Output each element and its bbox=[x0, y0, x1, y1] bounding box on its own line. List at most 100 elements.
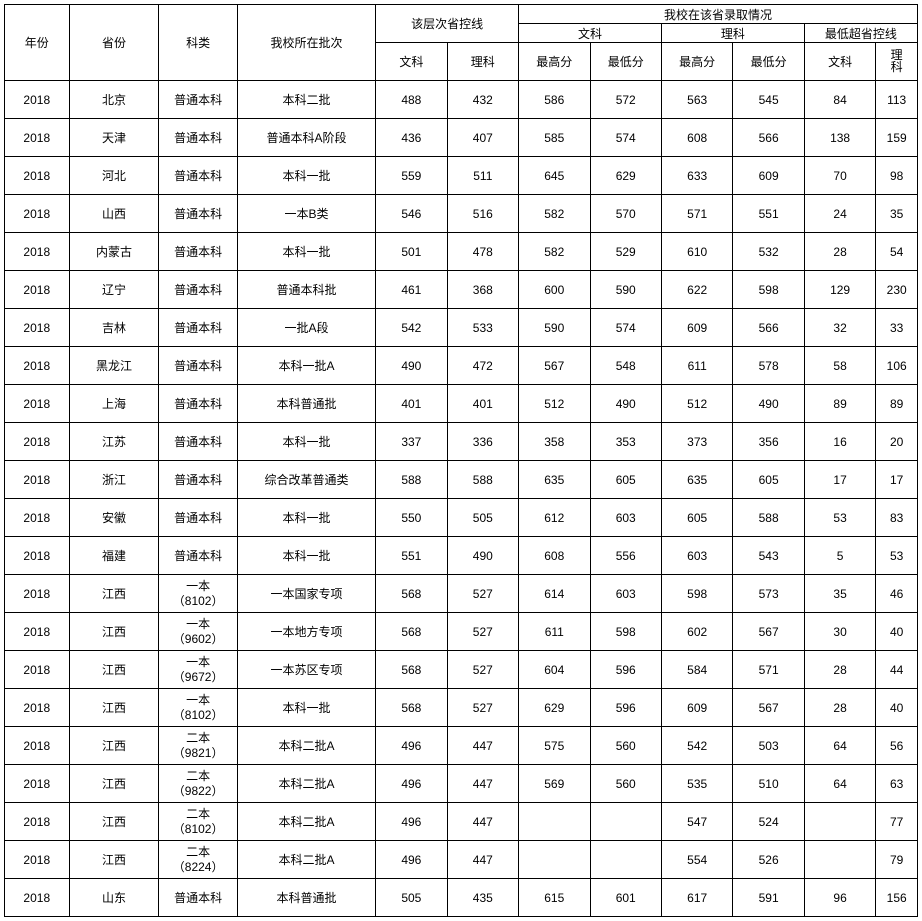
table-row: 2018江西二本 （8102）本科二批A49644754752477 bbox=[5, 803, 918, 841]
cell-prov: 北京 bbox=[69, 81, 159, 119]
cell-wl: 590 bbox=[590, 271, 661, 309]
table-row: 2018江西一本 （9672）一本苏区专项5685276045965845712… bbox=[5, 651, 918, 689]
cell-prov: 河北 bbox=[69, 157, 159, 195]
cell-ow: 53 bbox=[804, 499, 875, 537]
cell-wl: 598 bbox=[590, 613, 661, 651]
cell-wl: 548 bbox=[590, 347, 661, 385]
cell-ol: 35 bbox=[876, 195, 918, 233]
header-control-line: 该层次省控线 bbox=[376, 5, 519, 43]
cell-cw: 551 bbox=[376, 537, 447, 575]
cell-wh: 567 bbox=[519, 347, 590, 385]
cell-batch: 本科一批 bbox=[237, 689, 375, 727]
cell-wl: 490 bbox=[590, 385, 661, 423]
cell-lh: 512 bbox=[661, 385, 732, 423]
cell-prov: 内蒙古 bbox=[69, 233, 159, 271]
cell-batch: 一本B类 bbox=[237, 195, 375, 233]
cell-ol: 106 bbox=[876, 347, 918, 385]
cell-ow: 5 bbox=[804, 537, 875, 575]
cell-cl: 447 bbox=[447, 727, 518, 765]
table-row: 2018浙江普通本科综合改革普通类5885886356056356051717 bbox=[5, 461, 918, 499]
cell-cw: 401 bbox=[376, 385, 447, 423]
cell-wh: 629 bbox=[519, 689, 590, 727]
cell-wh: 645 bbox=[519, 157, 590, 195]
cell-cl: 368 bbox=[447, 271, 518, 309]
cell-cw: 496 bbox=[376, 765, 447, 803]
cell-ll: 566 bbox=[733, 119, 804, 157]
table-row: 2018黑龙江普通本科本科一批A49047256754861157858106 bbox=[5, 347, 918, 385]
cell-batch: 本科一批A bbox=[237, 347, 375, 385]
table-row: 2018河北普通本科本科一批5595116456296336097098 bbox=[5, 157, 918, 195]
cell-cw: 546 bbox=[376, 195, 447, 233]
cell-prov: 福建 bbox=[69, 537, 159, 575]
cell-prov: 江西 bbox=[69, 651, 159, 689]
cell-lh: 535 bbox=[661, 765, 732, 803]
cell-type: 普通本科 bbox=[159, 271, 237, 309]
cell-cw: 542 bbox=[376, 309, 447, 347]
cell-year: 2018 bbox=[5, 347, 70, 385]
cell-cl: 478 bbox=[447, 233, 518, 271]
cell-prov: 黑龙江 bbox=[69, 347, 159, 385]
cell-wl: 574 bbox=[590, 119, 661, 157]
cell-wl: 560 bbox=[590, 727, 661, 765]
cell-prov: 山东 bbox=[69, 879, 159, 917]
table-row: 2018安徽普通本科本科一批5505056126036055885383 bbox=[5, 499, 918, 537]
cell-ow: 35 bbox=[804, 575, 875, 613]
cell-type: 一本 （9602） bbox=[159, 613, 237, 651]
cell-prov: 江西 bbox=[69, 689, 159, 727]
cell-wh: 614 bbox=[519, 575, 590, 613]
cell-type: 普通本科 bbox=[159, 385, 237, 423]
cell-lh: 610 bbox=[661, 233, 732, 271]
cell-type: 普通本科 bbox=[159, 309, 237, 347]
header-wen-group: 文科 bbox=[519, 24, 662, 43]
cell-ow: 58 bbox=[804, 347, 875, 385]
cell-ol: 159 bbox=[876, 119, 918, 157]
cell-batch: 本科普通批 bbox=[237, 385, 375, 423]
cell-wh bbox=[519, 803, 590, 841]
cell-wl: 596 bbox=[590, 651, 661, 689]
cell-ol: 40 bbox=[876, 689, 918, 727]
cell-lh: 608 bbox=[661, 119, 732, 157]
cell-cl: 505 bbox=[447, 499, 518, 537]
header-control-li: 理科 bbox=[447, 43, 518, 81]
header-overline-group: 最低超省控线 bbox=[804, 24, 917, 43]
cell-prov: 吉林 bbox=[69, 309, 159, 347]
cell-lh: 602 bbox=[661, 613, 732, 651]
table-row: 2018山东普通本科本科普通批50543561560161759196156 bbox=[5, 879, 918, 917]
cell-lh: 609 bbox=[661, 309, 732, 347]
cell-ll: 609 bbox=[733, 157, 804, 195]
cell-type: 普通本科 bbox=[159, 423, 237, 461]
cell-ll: 571 bbox=[733, 651, 804, 689]
cell-ll: 510 bbox=[733, 765, 804, 803]
cell-year: 2018 bbox=[5, 803, 70, 841]
cell-year: 2018 bbox=[5, 461, 70, 499]
cell-year: 2018 bbox=[5, 385, 70, 423]
cell-ow: 32 bbox=[804, 309, 875, 347]
cell-ol: 54 bbox=[876, 233, 918, 271]
cell-ow: 129 bbox=[804, 271, 875, 309]
cell-ow: 64 bbox=[804, 765, 875, 803]
cell-ol: 46 bbox=[876, 575, 918, 613]
cell-cl: 511 bbox=[447, 157, 518, 195]
table-row: 2018山西普通本科一本B类5465165825705715512435 bbox=[5, 195, 918, 233]
cell-year: 2018 bbox=[5, 575, 70, 613]
cell-year: 2018 bbox=[5, 765, 70, 803]
cell-ll: 567 bbox=[733, 689, 804, 727]
table-row: 2018江西一本 （8102）一本国家专项5685276146035985733… bbox=[5, 575, 918, 613]
cell-wh: 604 bbox=[519, 651, 590, 689]
cell-ll: 588 bbox=[733, 499, 804, 537]
cell-ol: 20 bbox=[876, 423, 918, 461]
cell-ol: 98 bbox=[876, 157, 918, 195]
cell-year: 2018 bbox=[5, 233, 70, 271]
header-wen-high: 最高分 bbox=[519, 43, 590, 81]
cell-batch: 本科二批A bbox=[237, 727, 375, 765]
admission-scores-table: 年份 省份 科类 我校所在批次 该层次省控线 我校在该省录取情况 文科 理科 最… bbox=[4, 4, 918, 917]
cell-cw: 559 bbox=[376, 157, 447, 195]
cell-cl: 527 bbox=[447, 575, 518, 613]
cell-ll: 567 bbox=[733, 613, 804, 651]
cell-lh: 547 bbox=[661, 803, 732, 841]
cell-cw: 488 bbox=[376, 81, 447, 119]
cell-cl: 407 bbox=[447, 119, 518, 157]
header-year: 年份 bbox=[5, 5, 70, 81]
cell-ol: 83 bbox=[876, 499, 918, 537]
cell-batch: 本科一批 bbox=[237, 423, 375, 461]
